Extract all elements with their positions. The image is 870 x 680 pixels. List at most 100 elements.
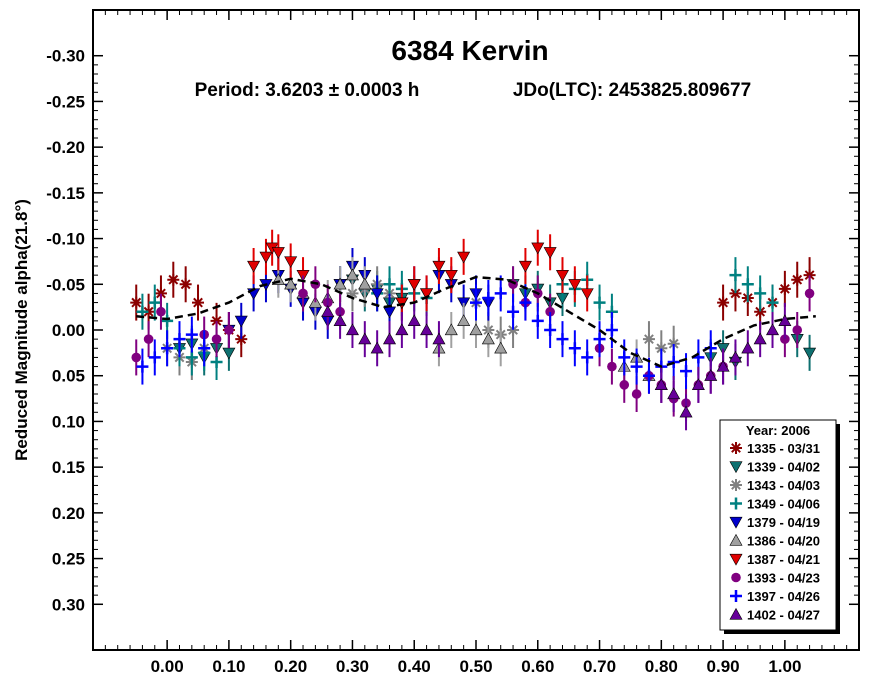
x-tick-label: 0.80 <box>645 657 678 676</box>
data-point <box>619 380 630 390</box>
data-point <box>345 323 359 336</box>
data-point <box>667 387 681 400</box>
legend-marker <box>730 590 742 602</box>
data-point <box>130 296 143 309</box>
data-point <box>143 334 154 344</box>
y-tick-label: 0.25 <box>52 550 85 569</box>
legend-marker <box>729 553 743 566</box>
data-point <box>704 369 718 381</box>
x-tick-label: 0.40 <box>398 657 431 676</box>
data-point <box>667 337 680 350</box>
chart-subtitle-period: Period: 3.6203 ± 0.0003 h <box>195 80 420 101</box>
series-1387 <box>247 229 594 321</box>
legend-entry: 1349 - 04/06 <box>747 497 820 512</box>
data-point <box>691 378 705 390</box>
data-point <box>173 333 186 346</box>
x-tick-label: 0.60 <box>521 657 554 676</box>
chart-title: 6384 Kervin <box>391 35 548 66</box>
data-point <box>161 314 174 327</box>
data-point <box>766 323 780 336</box>
data-point <box>407 279 421 291</box>
data-point <box>185 351 198 364</box>
data-point <box>222 347 236 360</box>
legend-entry: 1335 - 03/31 <box>747 441 820 456</box>
data-point <box>333 277 347 290</box>
legend-marker <box>729 516 743 529</box>
data-point <box>593 333 606 346</box>
data-point <box>716 359 730 372</box>
data-point <box>543 247 557 259</box>
data-point <box>148 351 161 364</box>
data-point <box>581 351 594 364</box>
series-1397 <box>136 275 717 394</box>
data-point <box>555 270 569 282</box>
data-point <box>618 351 631 364</box>
data-point <box>383 278 396 291</box>
data-point <box>507 305 520 318</box>
data-point <box>383 332 397 345</box>
data-point <box>235 333 248 346</box>
x-tick-label: 1.00 <box>768 657 801 676</box>
data-point <box>432 260 446 273</box>
data-point <box>333 314 347 326</box>
legend-marker <box>729 461 743 474</box>
data-point <box>630 360 643 373</box>
data-point <box>593 296 606 309</box>
x-tick-label: 0.90 <box>707 657 740 676</box>
legend-entry: 1339 - 04/02 <box>747 460 820 475</box>
data-point <box>766 296 779 309</box>
data-point <box>780 334 790 344</box>
legend-entry: 1393 - 04/23 <box>747 571 820 586</box>
data-points <box>130 229 817 431</box>
data-point <box>179 278 192 291</box>
legend-marker <box>730 442 742 454</box>
y-tick-label: 0.05 <box>52 367 85 386</box>
data-point <box>519 296 532 309</box>
data-point <box>284 256 298 269</box>
data-point <box>804 288 815 299</box>
data-point <box>754 305 767 318</box>
data-point <box>156 306 166 317</box>
data-point <box>234 315 248 328</box>
data-point <box>395 323 409 336</box>
data-point <box>211 334 222 344</box>
data-point <box>580 288 594 301</box>
data-point <box>642 333 655 346</box>
legend-entry: 1402 - 04/27 <box>747 608 820 623</box>
data-point <box>803 269 816 282</box>
data-point <box>148 296 161 309</box>
legend-marker <box>729 607 743 620</box>
data-point <box>792 325 803 335</box>
data-point <box>167 273 180 286</box>
y-tick-label: 0.15 <box>52 458 85 477</box>
data-point <box>655 342 668 355</box>
data-point <box>444 323 458 336</box>
x-tick-label: 0.20 <box>274 657 307 676</box>
data-point <box>753 332 767 345</box>
data-point <box>142 305 155 318</box>
data-point <box>470 296 482 309</box>
y-tick-label: 0.30 <box>52 595 85 614</box>
y-axis-label: Reduced Magnitude alpha(21.8°) <box>12 199 31 461</box>
data-point <box>185 328 198 341</box>
data-point <box>370 341 384 354</box>
data-point <box>407 314 421 326</box>
data-point <box>247 260 261 273</box>
data-point <box>607 361 617 372</box>
data-point <box>469 323 483 336</box>
data-point <box>346 287 359 300</box>
data-point <box>494 341 508 354</box>
data-point <box>370 288 384 301</box>
data-point <box>741 341 755 354</box>
y-tick-label: -0.15 <box>46 184 85 203</box>
x-tick-label: 0.30 <box>336 657 369 676</box>
series-1402 <box>321 293 792 431</box>
data-point <box>741 278 754 291</box>
data-point <box>791 273 804 286</box>
data-point <box>518 260 532 273</box>
data-point <box>457 251 471 264</box>
data-point <box>482 292 495 304</box>
data-point <box>494 287 507 300</box>
x-tick-label: 0.70 <box>583 657 616 676</box>
x-tick-label: 0.50 <box>459 657 492 676</box>
